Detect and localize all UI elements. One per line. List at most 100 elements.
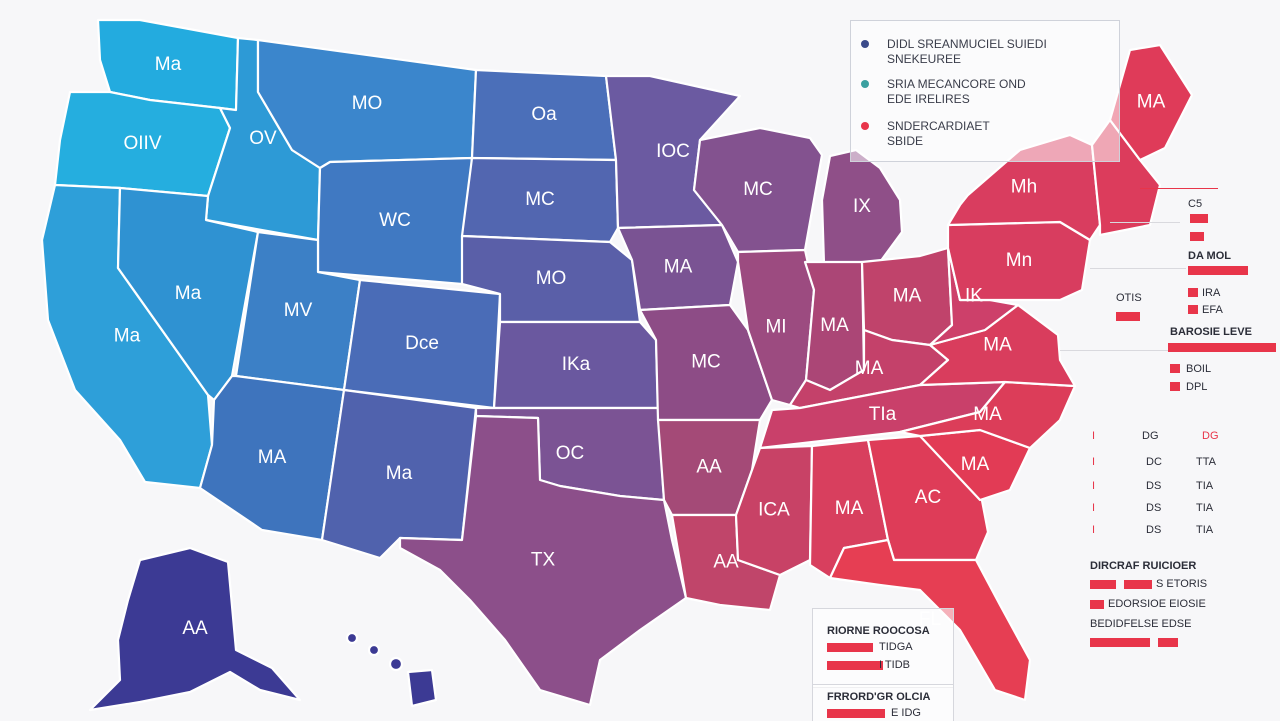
legend-item: DIDL SREANMUCIEL SUIEDI SNEKEUREE bbox=[861, 37, 1047, 67]
state-label-wy: WC bbox=[379, 210, 411, 231]
box-sub: TIDGA bbox=[879, 641, 913, 653]
side-label: IRA bbox=[1202, 287, 1221, 299]
state-label-ny: Mh bbox=[1011, 177, 1037, 198]
legend-line: SNEKEUREE bbox=[887, 52, 962, 66]
legend-dot bbox=[861, 122, 869, 130]
legend-line: DIDL SREANMUCIEL SUIEDI bbox=[887, 37, 1047, 51]
state-label-or: OIIV bbox=[123, 133, 161, 154]
state-label-mi: IX bbox=[853, 196, 871, 217]
key-bar bbox=[1124, 580, 1152, 589]
state-label-nv: Ma bbox=[175, 283, 202, 304]
state-label-la: AA bbox=[713, 552, 739, 573]
legend-line: SNDERCARDIAET bbox=[887, 119, 990, 133]
box-bar bbox=[827, 661, 883, 670]
callout-line bbox=[1140, 188, 1218, 189]
key-row: S ETORIS bbox=[1156, 578, 1208, 590]
state-maine[interactable] bbox=[1108, 43, 1194, 162]
state-label-al: MA bbox=[835, 498, 864, 519]
state-label-ar: AA bbox=[696, 457, 722, 478]
state-label-ia: MA bbox=[664, 257, 693, 278]
state-label-oh: MA bbox=[893, 286, 922, 307]
state-alaska[interactable] bbox=[88, 546, 302, 712]
side-label: EFA bbox=[1202, 304, 1223, 316]
state-label-me: MA bbox=[1137, 92, 1166, 113]
state-label-sd: MC bbox=[525, 189, 555, 210]
key-row: BEDIDFELSE EDSE bbox=[1090, 618, 1192, 630]
legend-dot bbox=[861, 80, 869, 88]
state-label-sc: MA bbox=[961, 454, 990, 475]
state-label-ks: IKa bbox=[562, 354, 591, 375]
key-title: DIRCRAF RUICIOER bbox=[1090, 560, 1197, 572]
box-bar bbox=[827, 709, 885, 718]
legend-panel: DIDL SREANMUCIEL SUIEDI SNEKEUREE SRIA M… bbox=[850, 20, 1120, 162]
state-label-co: Dce bbox=[405, 333, 439, 354]
side-label: C5 bbox=[1188, 198, 1203, 210]
state-label-wa: Ma bbox=[155, 54, 182, 75]
state-label-in: MA bbox=[820, 315, 849, 336]
legend-line: EDE IRELIRES bbox=[887, 92, 970, 106]
table-cell: TIA bbox=[1196, 502, 1214, 514]
states-layer bbox=[40, 18, 1194, 712]
state-label-nc: MA bbox=[973, 404, 1002, 425]
callout-bar bbox=[1168, 343, 1276, 352]
side-label: DPL bbox=[1186, 381, 1208, 393]
table-cell: TIA bbox=[1196, 524, 1214, 536]
state-label-wi: MC bbox=[743, 179, 773, 200]
callout-bar bbox=[1188, 305, 1198, 314]
state-label-tn: TIa bbox=[869, 404, 897, 425]
key-row: EDORSIOE EIOSIE bbox=[1108, 598, 1206, 610]
state-label-mo: MC bbox=[691, 352, 721, 373]
key-bar bbox=[1090, 580, 1116, 589]
box-title: RIORNE ROOCOSA bbox=[827, 625, 930, 637]
side-label: BOIL bbox=[1186, 363, 1212, 375]
callout-line bbox=[1060, 350, 1168, 351]
table-cell: TIA bbox=[1196, 480, 1214, 492]
state-south-dakota[interactable] bbox=[460, 156, 620, 244]
state-florida[interactable] bbox=[828, 538, 1032, 702]
table-header: DG bbox=[1142, 430, 1159, 442]
state-missouri[interactable] bbox=[638, 303, 774, 422]
side-label: DA MOL bbox=[1188, 250, 1231, 262]
bottom-info-box: FRRORD'GR OLCIA E IDG bbox=[812, 684, 954, 721]
state-label-ne: MO bbox=[536, 268, 567, 289]
state-label-mn: IOC bbox=[656, 141, 690, 162]
callout-bar bbox=[1188, 288, 1198, 297]
callout-bar bbox=[1188, 266, 1248, 275]
callout-bar bbox=[1170, 364, 1180, 373]
legend-item: SRIA MECANCORE OND EDE IRELIRES bbox=[861, 77, 1026, 107]
table-header: I bbox=[1092, 430, 1096, 442]
callout-line bbox=[1110, 222, 1180, 223]
bottom-info-box: RIORNE ROOCOSA TIDGA I TIDB bbox=[812, 608, 954, 688]
state-label-tx: TX bbox=[531, 550, 556, 571]
state-label-ok: OC bbox=[556, 443, 585, 464]
legend-line: SRIA MECANCORE OND bbox=[887, 77, 1026, 91]
box-value: E IDG bbox=[891, 707, 921, 719]
state-label-mt: MO bbox=[352, 93, 383, 114]
state-label-nd: Oa bbox=[531, 104, 557, 125]
state-label-ms: ICA bbox=[758, 500, 790, 521]
state-label-az: MA bbox=[258, 447, 287, 468]
table-cell: DS bbox=[1146, 524, 1162, 536]
callout-bar bbox=[1116, 312, 1140, 321]
legend-line: SBIDE bbox=[887, 134, 924, 148]
state-north-carolina[interactable] bbox=[898, 380, 1077, 450]
state-label-nm: Ma bbox=[386, 463, 413, 484]
state-label-ga: AC bbox=[915, 487, 941, 508]
key-bar bbox=[1090, 638, 1150, 647]
state-label-ky: MA bbox=[855, 358, 884, 379]
box-value: I TIDB bbox=[879, 659, 910, 671]
state-label-ca: Ma bbox=[114, 326, 141, 347]
table-cell: DC bbox=[1146, 456, 1162, 468]
state-label-il: MI bbox=[765, 317, 786, 338]
table-header: DG bbox=[1202, 430, 1219, 442]
side-label: BAROSIE LEVE bbox=[1170, 326, 1252, 338]
callout-line bbox=[1090, 268, 1186, 269]
table-cell: I bbox=[1092, 524, 1096, 536]
key-bar bbox=[1158, 638, 1178, 647]
state-label-wv: IK bbox=[965, 286, 983, 307]
state-label-id: OV bbox=[249, 128, 277, 149]
callout-bar bbox=[1190, 232, 1204, 241]
table-cell: I bbox=[1092, 502, 1096, 514]
state-texas[interactable] bbox=[398, 414, 688, 707]
